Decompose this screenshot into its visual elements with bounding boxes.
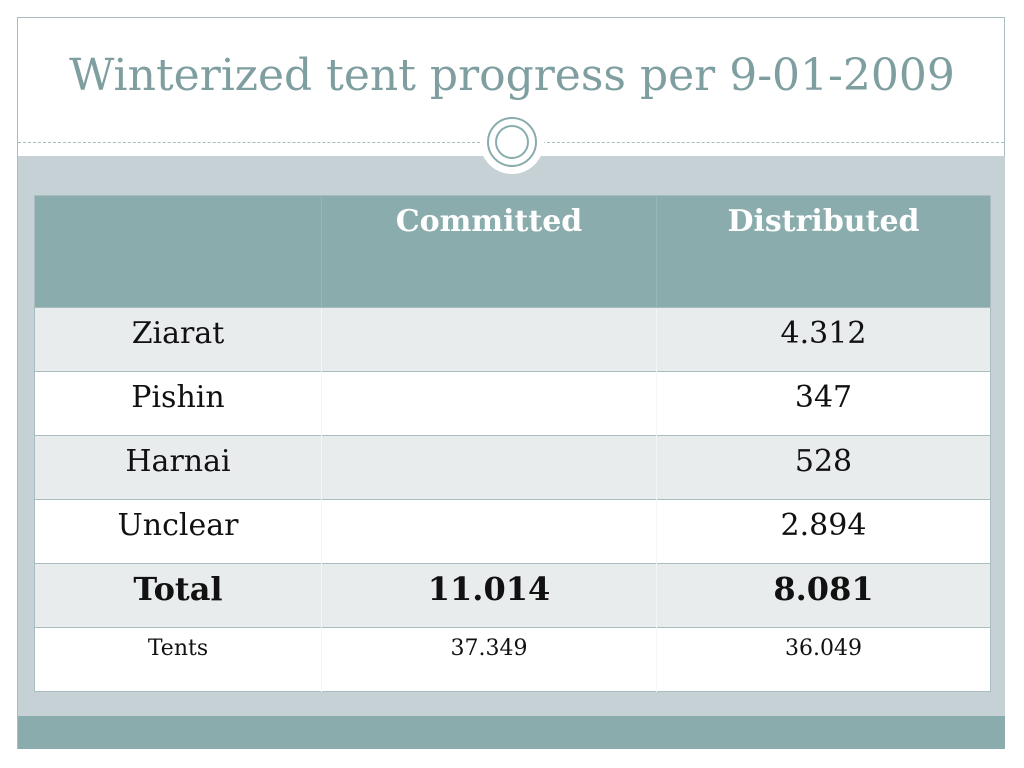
table-row: Pishin 347 (34, 371, 991, 436)
committed-cell (321, 499, 657, 564)
ornament-ring (487, 117, 537, 167)
distributed-cell: 528 (794, 444, 853, 479)
row-label: Ziarat (34, 307, 322, 372)
table-row: Harnai 528 (34, 435, 991, 500)
row-label: Unclear (34, 499, 322, 564)
committed-cell (321, 435, 657, 500)
distributed-cell: 36.049 (785, 636, 862, 661)
header-distributed: Distributed (727, 204, 920, 239)
committed-cell: 11.014 (321, 563, 657, 628)
header-blank (34, 195, 322, 308)
committed-cell (321, 307, 657, 372)
table-header-row: Committed Distributed (34, 195, 991, 308)
ornament-inner-ring (495, 125, 529, 159)
row-label: Tents (34, 627, 322, 692)
table-row: Ziarat 4.312 (34, 307, 991, 372)
distributed-cell: 2.894 (780, 508, 867, 543)
row-label: Pishin (34, 371, 322, 436)
row-label: Harnai (34, 435, 322, 500)
committed-cell: 37.349 (321, 627, 657, 692)
tent-progress-table: Committed Distributed Ziarat 4.312 Pishi… (34, 195, 991, 692)
distributed-cell: 4.312 (780, 316, 867, 351)
slide-title: Winterized tent progress per 9-01-2009 (69, 50, 955, 101)
table-row-tents: Tents 37.349 36.049 (34, 627, 991, 692)
header-committed: Committed (321, 195, 657, 308)
bottom-bar (18, 716, 1005, 749)
row-label: Total (34, 563, 322, 628)
table-row-total: Total 11.014 8.081 (34, 563, 991, 628)
distributed-cell: 347 (794, 380, 853, 415)
table-row: Unclear 2.894 (34, 499, 991, 564)
distributed-cell: 8.081 (773, 570, 874, 608)
committed-cell (321, 371, 657, 436)
